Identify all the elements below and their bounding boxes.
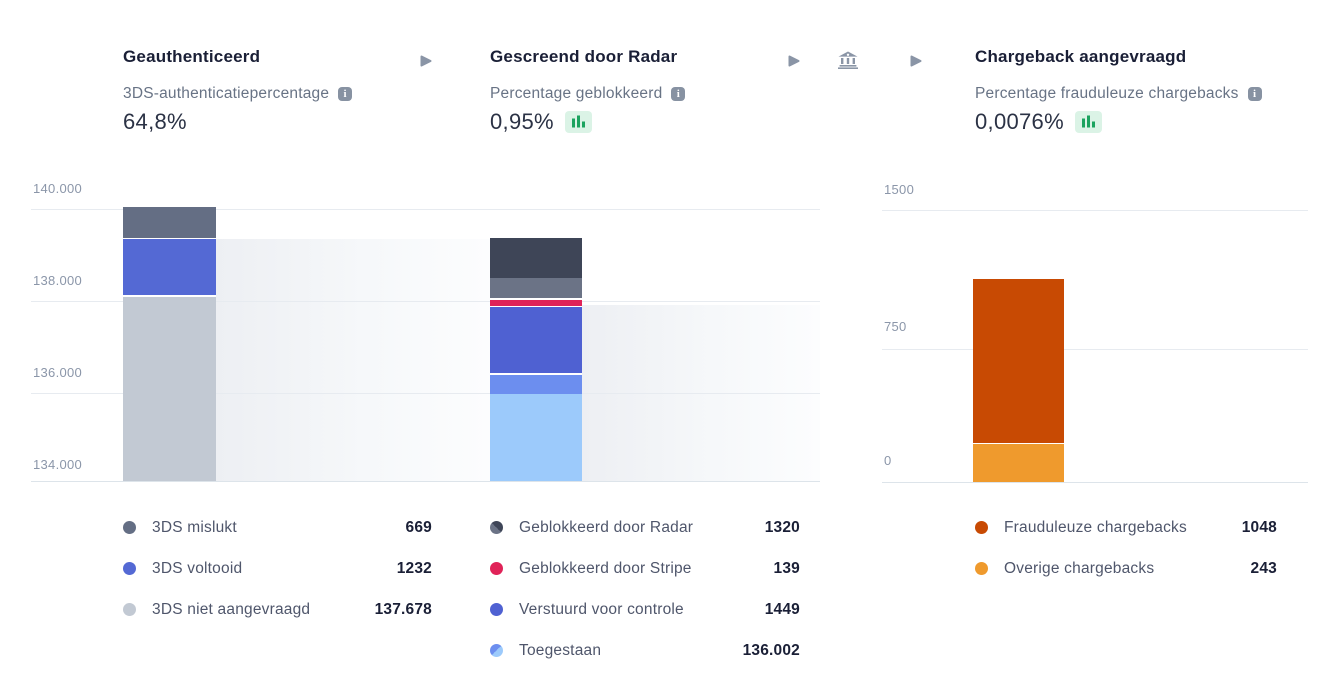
legend-label: 3DS voltooid bbox=[152, 559, 243, 577]
arrow-right-icon bbox=[788, 54, 800, 72]
legend-dot bbox=[123, 521, 136, 534]
legend-label: 3DS mislukt bbox=[152, 518, 237, 536]
bar-subsegment bbox=[490, 237, 582, 278]
metric-label: Percentage geblokkeerd bbox=[490, 85, 663, 102]
stacked-bar-authenticated bbox=[123, 207, 216, 481]
legend-item: Frauduleuze chargebacks 1048 bbox=[975, 518, 1277, 537]
y-axis-label: 1500 bbox=[884, 182, 915, 197]
bar-segment bbox=[123, 296, 216, 481]
bar-segment bbox=[490, 299, 582, 306]
gridline bbox=[31, 393, 820, 394]
stacked-bar-chargebacks bbox=[973, 278, 1064, 482]
metric-value: 0,0076% bbox=[975, 109, 1064, 134]
step-title: Geauthenticeerd bbox=[123, 47, 261, 66]
metric-value: 64,8% bbox=[123, 109, 187, 134]
bar-segment bbox=[490, 374, 582, 481]
y-axis-label: 750 bbox=[884, 319, 907, 334]
step-header-chargeback-requested: Chargeback aangevraagd Percentage fraudu… bbox=[975, 46, 1262, 136]
legend-value: 1048 bbox=[1241, 518, 1277, 536]
info-icon[interactable]: i bbox=[1247, 86, 1262, 101]
legend-value: 1449 bbox=[764, 600, 800, 618]
legend-item: Verstuurd voor controle 1449 bbox=[490, 600, 800, 619]
legend-item: 3DS voltooid 1232 bbox=[123, 559, 432, 578]
y-axis-label: 138.000 bbox=[33, 273, 83, 288]
legend-dot bbox=[975, 562, 988, 575]
legend-screened: Geblokkeerd door Radar 1320 Geblokkeerd do… bbox=[490, 518, 800, 682]
arrow-right-icon bbox=[420, 54, 432, 72]
bank-icon bbox=[838, 51, 858, 74]
legend-value: 137.678 bbox=[374, 600, 432, 618]
metric-label: Percentage frauduleuze chargebacks bbox=[975, 85, 1239, 102]
x-axis-baseline bbox=[882, 481, 1308, 483]
legend-value: 1320 bbox=[764, 518, 800, 536]
bar-subsegment bbox=[490, 374, 582, 394]
legend-item: Geblokkeerd door Stripe 139 bbox=[490, 559, 800, 578]
legend-item: 3DS mislukt 669 bbox=[123, 518, 432, 537]
metric-label: 3DS-authenticatiepercentage bbox=[123, 85, 330, 102]
legend-label: 3DS niet aangevraagd bbox=[152, 600, 311, 618]
legend-label: Geblokkeerd door Radar bbox=[519, 518, 694, 536]
step-title: Gescreend door Radar bbox=[490, 47, 678, 66]
legend-value: 136.002 bbox=[742, 641, 800, 659]
legend-chargebacks: Frauduleuze chargebacks 1048 Overige charg… bbox=[975, 518, 1277, 600]
y-axis-label: 136.000 bbox=[33, 365, 83, 380]
chargeback-chart: 1500 750 0 bbox=[882, 183, 1308, 483]
legend-dot bbox=[490, 644, 503, 657]
y-axis-label: 0 bbox=[884, 453, 892, 468]
legend-authenticated: 3DS mislukt 669 3DS voltooid 1232 3DS niet a… bbox=[123, 518, 432, 641]
gridline bbox=[882, 349, 1308, 350]
legend-item: Toegestaan 136.002 bbox=[490, 641, 800, 660]
legend-label: Verstuurd voor controle bbox=[519, 600, 684, 618]
bar-segment bbox=[123, 207, 216, 238]
legend-label: Geblokkeerd door Stripe bbox=[519, 559, 692, 577]
legend-item: 3DS niet aangevraagd 137.678 bbox=[123, 600, 432, 619]
bar-segment bbox=[123, 239, 216, 296]
bar-subsegment bbox=[490, 277, 582, 298]
arrow-right-icon bbox=[910, 54, 922, 72]
legend-label: Toegestaan bbox=[519, 641, 602, 659]
legend-dot bbox=[490, 521, 503, 534]
x-axis-baseline bbox=[31, 480, 820, 482]
legend-value: 669 bbox=[405, 518, 432, 536]
legend-dot bbox=[490, 603, 503, 616]
metric-value: 0,95% bbox=[490, 109, 554, 134]
step-header-authenticated: Geauthenticeerd 3DS-authenticatiepercent… bbox=[123, 46, 353, 136]
gridline bbox=[31, 209, 820, 210]
stacked-bar-screened bbox=[490, 237, 582, 481]
y-axis-label: 134.000 bbox=[33, 457, 83, 472]
info-icon[interactable]: i bbox=[338, 86, 353, 101]
mini-bar-chart-icon[interactable] bbox=[564, 111, 592, 133]
funnel-chart-authenticated-screened: 140.000 138.000 136.000 134.000 bbox=[31, 182, 820, 482]
info-icon[interactable]: i bbox=[671, 86, 686, 101]
legend-label: Overige chargebacks bbox=[1004, 559, 1155, 577]
mini-bar-chart-icon[interactable] bbox=[1074, 111, 1102, 133]
legend-dot bbox=[123, 562, 136, 575]
legend-value: 1232 bbox=[396, 559, 432, 577]
step-title: Chargeback aangevraagd bbox=[975, 47, 1187, 66]
legend-value: 243 bbox=[1250, 559, 1277, 577]
gridline bbox=[882, 210, 1308, 211]
legend-item: Geblokkeerd door Radar 1320 bbox=[490, 518, 800, 537]
bar-segment bbox=[973, 278, 1064, 443]
y-axis-label: 140.000 bbox=[33, 181, 83, 196]
legend-item: Overige chargebacks 243 bbox=[975, 559, 1277, 578]
legend-dot bbox=[975, 521, 988, 534]
bar-subsegment bbox=[490, 393, 582, 481]
gridline bbox=[31, 301, 820, 302]
bar-segment bbox=[973, 444, 1064, 482]
legend-label: Frauduleuze chargebacks bbox=[1004, 518, 1187, 536]
funnel-band bbox=[216, 238, 490, 481]
step-header-screened-by-radar: Gescreend door Radar Percentage geblokke… bbox=[490, 46, 686, 136]
legend-dot bbox=[123, 603, 136, 616]
bar-segment bbox=[490, 307, 582, 374]
bar-segment bbox=[490, 237, 582, 298]
legend-value: 139 bbox=[773, 559, 800, 577]
legend-dot bbox=[490, 562, 503, 575]
